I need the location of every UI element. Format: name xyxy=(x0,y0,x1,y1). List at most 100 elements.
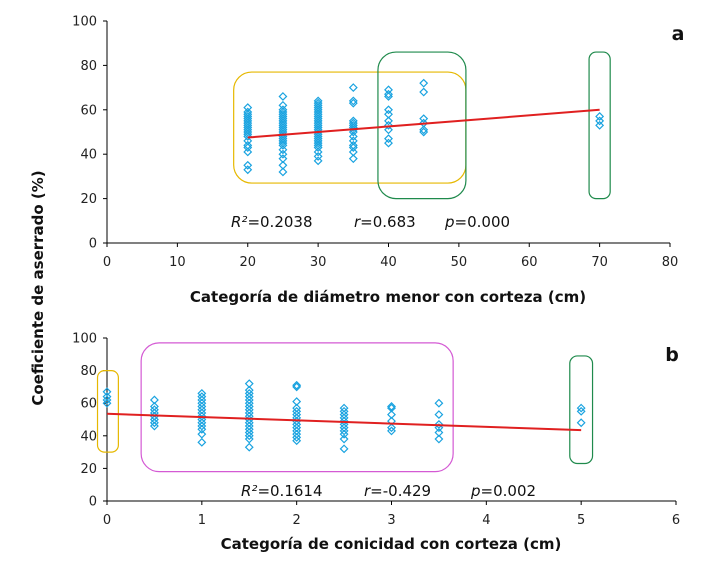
data-point xyxy=(243,140,253,150)
y-tick-label: 80 xyxy=(80,59,97,74)
data-point xyxy=(244,388,254,398)
data-point xyxy=(313,151,323,161)
data-point xyxy=(348,147,358,157)
data-point xyxy=(243,103,253,113)
data-point xyxy=(384,109,393,119)
data-point xyxy=(339,406,349,416)
data-point xyxy=(339,426,349,436)
data-point xyxy=(292,410,302,420)
data-point xyxy=(292,426,302,436)
x-tick-label: 30 xyxy=(310,255,327,270)
data-point xyxy=(244,424,254,434)
data-point xyxy=(348,96,358,106)
data-point xyxy=(419,114,429,124)
x-tick-label: 20 xyxy=(239,255,256,270)
stat-r2-symbol: R² xyxy=(231,213,247,231)
data-point xyxy=(197,392,207,402)
y-tick-label: 20 xyxy=(80,192,97,207)
stat-r-symbol: r xyxy=(354,213,361,231)
data-point xyxy=(292,436,302,446)
data-point xyxy=(244,395,254,405)
data-point xyxy=(339,419,349,429)
data-point xyxy=(244,431,254,441)
data-point xyxy=(197,418,207,428)
data-point xyxy=(434,434,444,444)
data-point xyxy=(292,423,302,433)
highlight-box xyxy=(588,51,611,200)
stat-p-value: =0.000 xyxy=(455,213,511,231)
stat-r2: R²=0.1614 xyxy=(241,482,323,500)
data-point xyxy=(384,105,393,115)
data-point xyxy=(149,405,159,415)
stat-r-symbol: r xyxy=(364,482,371,500)
data-point xyxy=(278,167,288,177)
data-point xyxy=(244,428,254,437)
data-point xyxy=(419,78,429,88)
highlight-box xyxy=(140,342,454,473)
data-point xyxy=(419,87,429,97)
y-tick-label: 0 xyxy=(89,237,97,252)
data-point xyxy=(292,403,302,413)
data-point xyxy=(595,116,605,126)
x-tick-label: 40 xyxy=(380,255,397,270)
data-point xyxy=(244,411,254,421)
data-point xyxy=(197,395,207,405)
data-point xyxy=(434,428,444,437)
data-point xyxy=(387,423,396,433)
highlight-box xyxy=(569,355,594,465)
data-point xyxy=(244,379,254,389)
data-point xyxy=(434,410,444,420)
data-point xyxy=(348,154,358,164)
data-point xyxy=(419,118,429,128)
x-tick-label: 60 xyxy=(521,255,538,270)
y-tick-label: 60 xyxy=(80,397,97,412)
data-point xyxy=(339,434,349,444)
data-point xyxy=(339,410,349,420)
data-point xyxy=(384,89,393,99)
stat-r-value: =-0.429 xyxy=(370,482,431,500)
data-point xyxy=(149,421,159,431)
data-point xyxy=(102,395,112,405)
data-point xyxy=(149,415,159,424)
x-tick-label: 50 xyxy=(451,255,468,270)
x-axis-label: Categoría de diámetro menor con corteza … xyxy=(190,288,586,306)
data-point xyxy=(278,154,288,164)
data-point xyxy=(244,421,254,431)
data-point xyxy=(278,149,288,159)
data-point xyxy=(384,138,393,148)
y-tick-label: 40 xyxy=(80,429,97,444)
data-point xyxy=(244,385,254,395)
data-point xyxy=(434,423,444,433)
data-point xyxy=(278,160,288,170)
data-point xyxy=(197,415,207,424)
x-axis-label: Categoría de conicidad con corteza (cm) xyxy=(221,535,562,553)
data-point xyxy=(278,100,288,110)
x-tick-label: 5 xyxy=(577,513,585,528)
data-point xyxy=(292,397,302,407)
x-tick-label: 4 xyxy=(482,513,490,528)
data-point xyxy=(384,116,393,126)
x-tick-label: 3 xyxy=(387,513,395,528)
data-point xyxy=(434,398,444,408)
data-point xyxy=(244,442,254,452)
data-point xyxy=(576,418,586,428)
data-point xyxy=(348,116,358,126)
y-axis-label: Coeficiente de aserrado (%) xyxy=(29,170,47,405)
data-point xyxy=(149,418,159,428)
data-point xyxy=(576,406,586,416)
data-point xyxy=(197,405,207,415)
panel-label: b xyxy=(665,344,679,366)
data-point xyxy=(384,125,393,135)
data-point xyxy=(197,398,207,408)
data-point xyxy=(348,136,358,146)
stat-p-value: =0.002 xyxy=(481,482,537,500)
stat-r: r=-0.429 xyxy=(364,482,431,500)
stat-p-symbol: p xyxy=(470,482,481,500)
data-point xyxy=(243,160,253,170)
data-point xyxy=(313,147,323,157)
data-point xyxy=(419,125,429,135)
x-tick-label: 2 xyxy=(293,513,301,528)
